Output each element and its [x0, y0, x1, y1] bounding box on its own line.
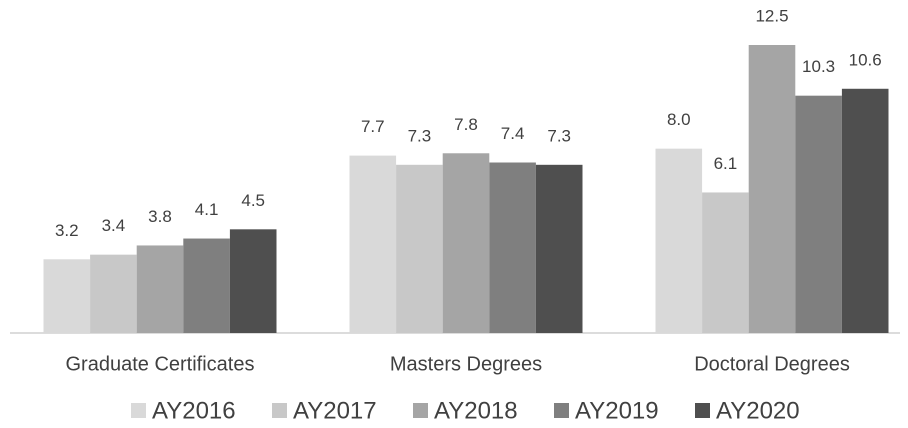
bar: [841, 88, 889, 333]
bar: [655, 148, 703, 333]
legend-swatch: [131, 403, 146, 418]
x-tick-label: Doctoral Degrees: [694, 353, 850, 375]
data-label: 10.3: [802, 57, 835, 76]
bar: [349, 155, 397, 333]
legend-label: AY2018: [434, 397, 518, 424]
data-label: 7.4: [501, 124, 525, 143]
data-label: 7.3: [547, 126, 571, 145]
bar: [489, 162, 536, 333]
x-tick-label: Masters Degrees: [390, 353, 542, 375]
bar: [229, 229, 277, 333]
bar: [442, 153, 490, 333]
legend-label: AY2016: [152, 397, 236, 424]
x-tick-label: Graduate Certificates: [66, 353, 255, 375]
bar: [43, 259, 91, 333]
data-label: 4.1: [195, 200, 219, 219]
bar: [183, 238, 230, 333]
bar: [396, 164, 443, 333]
bar: [535, 164, 583, 333]
data-label: 12.5: [755, 6, 788, 25]
data-label: 3.8: [148, 207, 172, 226]
legend-swatch: [695, 403, 710, 418]
legend-swatch: [272, 403, 287, 418]
data-label: 7.8: [454, 115, 478, 134]
legend-label: AY2017: [293, 397, 377, 424]
data-label: 7.7: [361, 117, 385, 136]
legend-label: AY2019: [575, 397, 659, 424]
bar: [90, 254, 137, 333]
bar: [748, 45, 796, 333]
data-label: 3.4: [102, 216, 126, 235]
data-label: 7.3: [408, 126, 432, 145]
legend-swatch: [413, 403, 428, 418]
data-label: 3.2: [55, 221, 79, 240]
data-label: 4.5: [241, 191, 265, 210]
data-label: 6.1: [714, 154, 738, 173]
data-label: 10.6: [849, 50, 882, 69]
legend-swatch: [554, 403, 569, 418]
legend-label: AY2020: [716, 397, 800, 424]
bar: [702, 192, 749, 333]
bar: [136, 245, 184, 333]
bar: [795, 95, 842, 333]
data-label: 8.0: [667, 110, 691, 129]
